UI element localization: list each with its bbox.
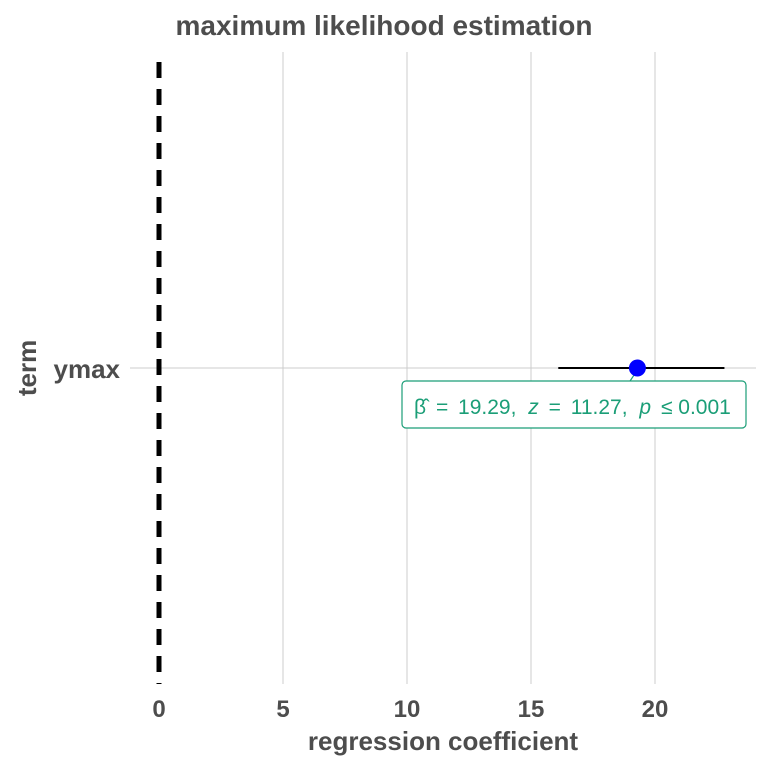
x-tick-label-15: 15 <box>518 696 545 723</box>
annotation-box <box>401 380 747 429</box>
x-tick-label-20: 20 <box>642 696 669 723</box>
point-ymax <box>628 359 646 377</box>
x-tick-label-10: 10 <box>394 696 421 723</box>
annotation-stat-value: 11.27, <box>571 396 628 419</box>
x-tick-label-0: 0 <box>152 696 165 723</box>
estimate-annotation: β̂ = 19.29, z = 11.27, p ≤ 0.001 <box>401 380 747 429</box>
grid-lines <box>130 52 756 684</box>
annotation-equals-2: = <box>549 396 561 419</box>
annotation-text: β̂ = 19.29, z = 11.27, p ≤ 0.001 <box>414 396 731 419</box>
x-axis-title: regression coefficient <box>308 726 579 756</box>
y-tick-label-ymax: ymax <box>54 354 121 384</box>
annotation-equals-1: = <box>436 396 448 419</box>
chart-title: maximum likelihood estimation <box>176 10 593 41</box>
annotation-estimate: 19.29, <box>458 396 516 419</box>
data-marks <box>558 359 725 383</box>
annotation-p-symbol: p <box>638 396 651 419</box>
annotation-beta: β̂ <box>414 396 430 419</box>
annotation-stat-symbol: z <box>527 396 539 419</box>
x-tick-label-5: 5 <box>276 696 289 723</box>
y-tick-labels: ymax <box>54 354 121 384</box>
annotation-p-value: ≤ 0.001 <box>661 396 731 419</box>
x-tick-labels: 0 5 10 15 20 <box>152 696 668 723</box>
y-axis-title: term <box>12 340 42 396</box>
